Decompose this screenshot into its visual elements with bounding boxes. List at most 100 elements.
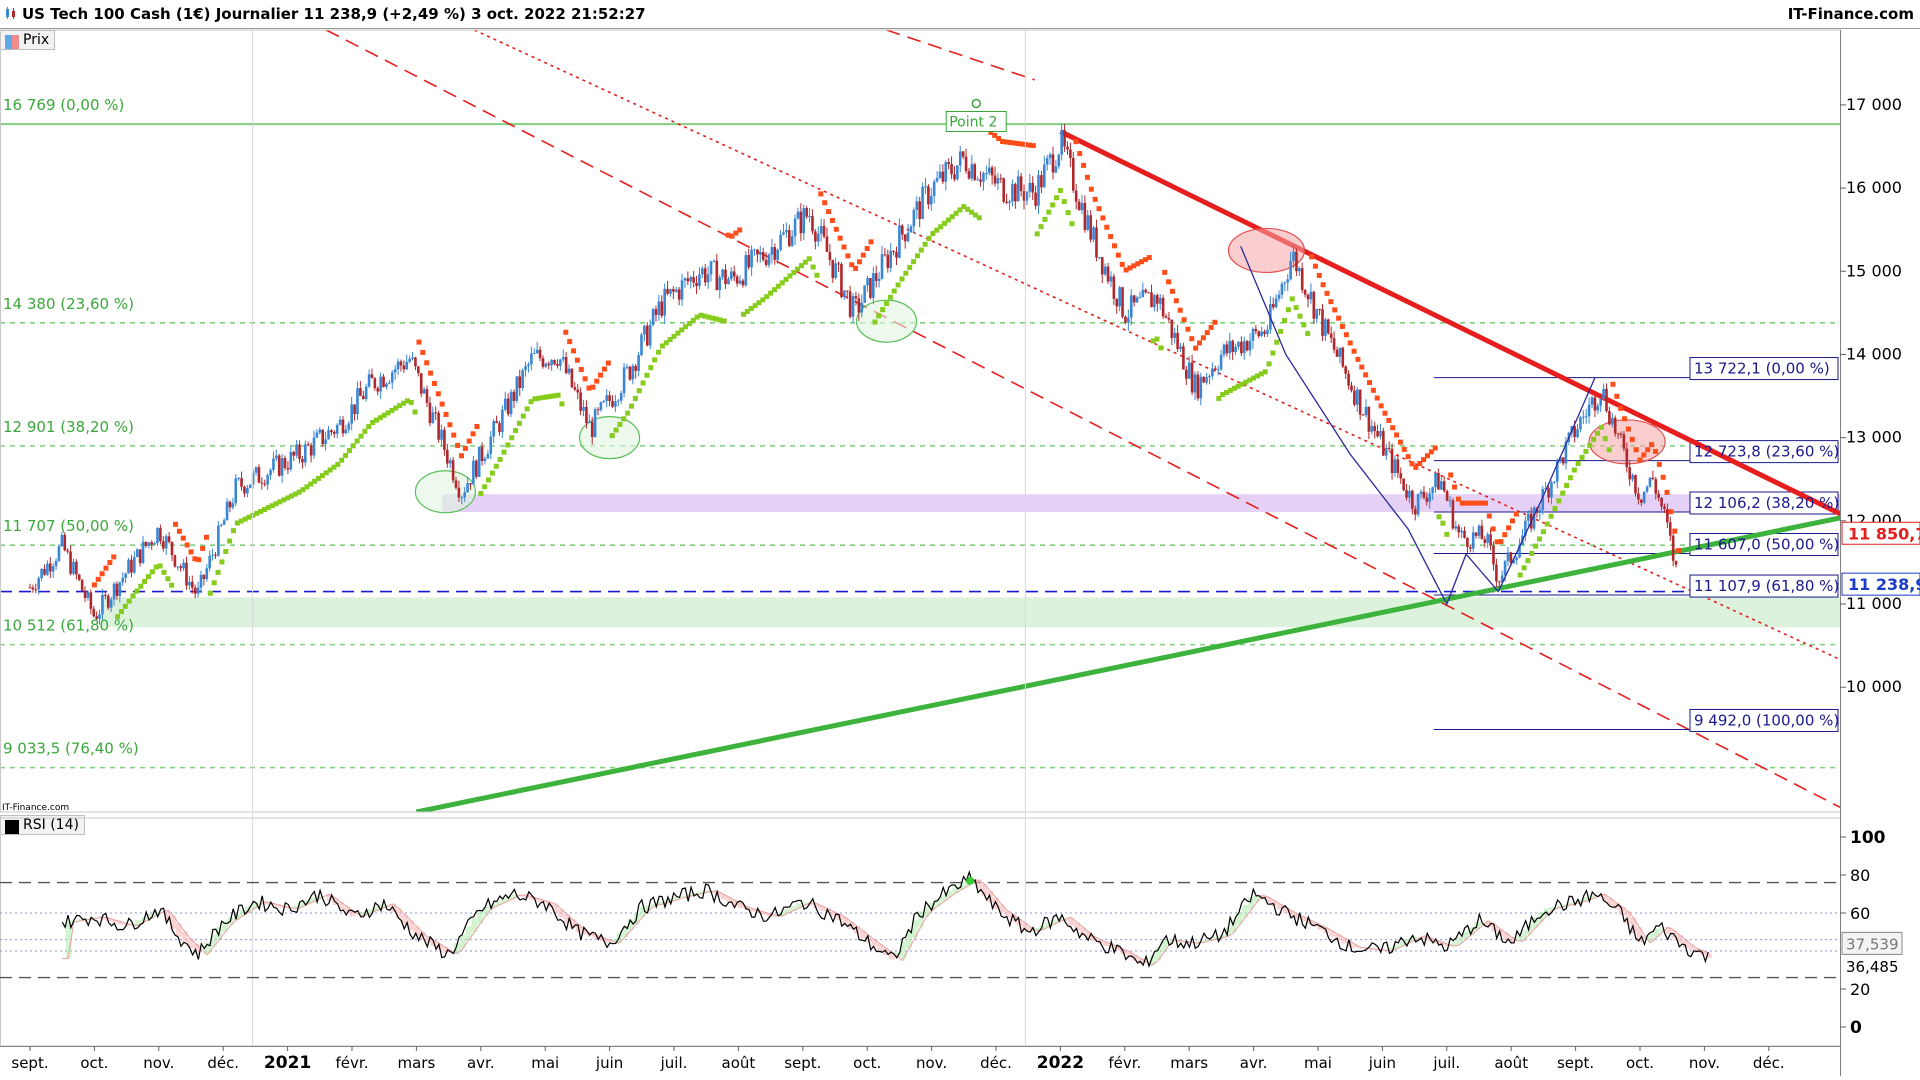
sar-dot bbox=[698, 312, 704, 318]
candle-body bbox=[805, 207, 808, 217]
sar-dot bbox=[540, 395, 546, 401]
rsi-area bbox=[1352, 944, 1359, 948]
x-tick-label: févr. bbox=[336, 1054, 369, 1072]
sar-dot bbox=[1135, 261, 1141, 267]
sar-dot bbox=[1633, 447, 1639, 453]
y-tick-label: 17 000 bbox=[1846, 95, 1902, 114]
x-tick-label: sept. bbox=[784, 1054, 821, 1072]
candle-body bbox=[1005, 201, 1008, 203]
fib-right-box bbox=[1689, 491, 1839, 515]
candle-body bbox=[912, 209, 916, 227]
sar-dot bbox=[478, 491, 484, 497]
sar-dot bbox=[153, 564, 159, 570]
sar-dot bbox=[223, 548, 229, 554]
candle-body bbox=[219, 524, 223, 526]
candle-body bbox=[840, 264, 843, 298]
rsi-area bbox=[1468, 926, 1475, 935]
candle-body bbox=[874, 273, 878, 281]
candle-body bbox=[286, 467, 290, 470]
x-tick-label: déc. bbox=[980, 1054, 1012, 1072]
rsi-area bbox=[1253, 895, 1260, 903]
sar-dot bbox=[1011, 140, 1017, 146]
sar-dot bbox=[1197, 340, 1203, 346]
sar-dot bbox=[408, 399, 414, 405]
sar-dot bbox=[1081, 162, 1087, 168]
sar-dot bbox=[1556, 498, 1562, 504]
candle-body bbox=[1156, 295, 1159, 304]
sar-dot bbox=[1266, 361, 1272, 367]
sar-dot bbox=[1614, 393, 1620, 399]
rsi-area bbox=[975, 879, 982, 889]
fib-right-label: 11 107,9 (61,80 %) bbox=[1694, 577, 1839, 595]
rsi-area bbox=[1590, 894, 1596, 899]
candle-body bbox=[1266, 329, 1269, 335]
candle-body bbox=[845, 290, 849, 292]
candle-body bbox=[164, 536, 168, 549]
candle-body bbox=[141, 541, 145, 563]
candle-body bbox=[63, 534, 67, 551]
rsi-area bbox=[170, 915, 176, 929]
candle-body bbox=[419, 373, 423, 394]
candle-body bbox=[1451, 500, 1455, 529]
candle-body bbox=[1318, 309, 1321, 311]
candle-body bbox=[1663, 506, 1666, 509]
candle-body bbox=[1040, 175, 1043, 188]
x-tick-label: août bbox=[722, 1054, 756, 1072]
candle-body bbox=[1080, 202, 1084, 211]
sar-dot bbox=[254, 510, 260, 516]
candle-body bbox=[1211, 368, 1214, 377]
sar-dot bbox=[103, 565, 109, 571]
candle-body bbox=[860, 302, 864, 313]
candle-body bbox=[869, 278, 872, 298]
rsi-area bbox=[749, 908, 756, 912]
candle-body bbox=[1176, 332, 1179, 349]
price-marker-box bbox=[1841, 521, 1920, 545]
candle-body bbox=[588, 421, 591, 424]
sar-dot bbox=[466, 438, 472, 444]
legend-rsi[interactable]: RSI (14) bbox=[0, 815, 85, 835]
candle-body bbox=[1205, 377, 1208, 383]
candle-body bbox=[1408, 490, 1411, 498]
candle-body bbox=[1576, 429, 1579, 437]
candle-body bbox=[1541, 489, 1545, 511]
candle-body bbox=[1616, 433, 1620, 435]
candle-body bbox=[744, 255, 748, 286]
candle-body bbox=[796, 211, 800, 219]
candle-body bbox=[193, 587, 197, 594]
candle-body bbox=[138, 549, 142, 563]
sar-dot bbox=[543, 394, 549, 400]
sar-dot bbox=[169, 582, 175, 588]
sar-dot bbox=[215, 569, 221, 575]
candle-body bbox=[814, 231, 817, 242]
sar-dot bbox=[1019, 141, 1025, 147]
candle-body bbox=[1503, 561, 1507, 576]
candle-body bbox=[318, 429, 322, 433]
candle-body bbox=[196, 587, 200, 594]
candle-body bbox=[379, 376, 382, 392]
candle-body bbox=[1127, 317, 1130, 323]
rsi-area bbox=[297, 903, 304, 908]
candle-body bbox=[585, 406, 588, 424]
candle-body bbox=[712, 260, 716, 262]
candle-body bbox=[614, 401, 617, 407]
sar-dot bbox=[1548, 513, 1554, 519]
sar-dot bbox=[323, 470, 329, 476]
candle-body bbox=[153, 543, 156, 545]
sar-dot bbox=[300, 487, 306, 493]
candle-body bbox=[866, 278, 869, 286]
candle-body bbox=[953, 174, 956, 180]
candle-body bbox=[961, 151, 965, 157]
candle-body bbox=[495, 421, 498, 424]
candlestick-icon bbox=[6, 7, 15, 19]
rsi-area bbox=[152, 910, 159, 917]
sar-dot bbox=[184, 542, 190, 548]
sar-dot bbox=[656, 349, 662, 355]
sar-dot bbox=[1042, 216, 1048, 222]
candle-body bbox=[217, 525, 220, 556]
sar-dot bbox=[617, 421, 623, 427]
rsi-area bbox=[1236, 912, 1243, 925]
candle-body bbox=[1016, 176, 1020, 202]
rsi-area bbox=[1642, 936, 1649, 939]
candle-body bbox=[556, 364, 559, 366]
